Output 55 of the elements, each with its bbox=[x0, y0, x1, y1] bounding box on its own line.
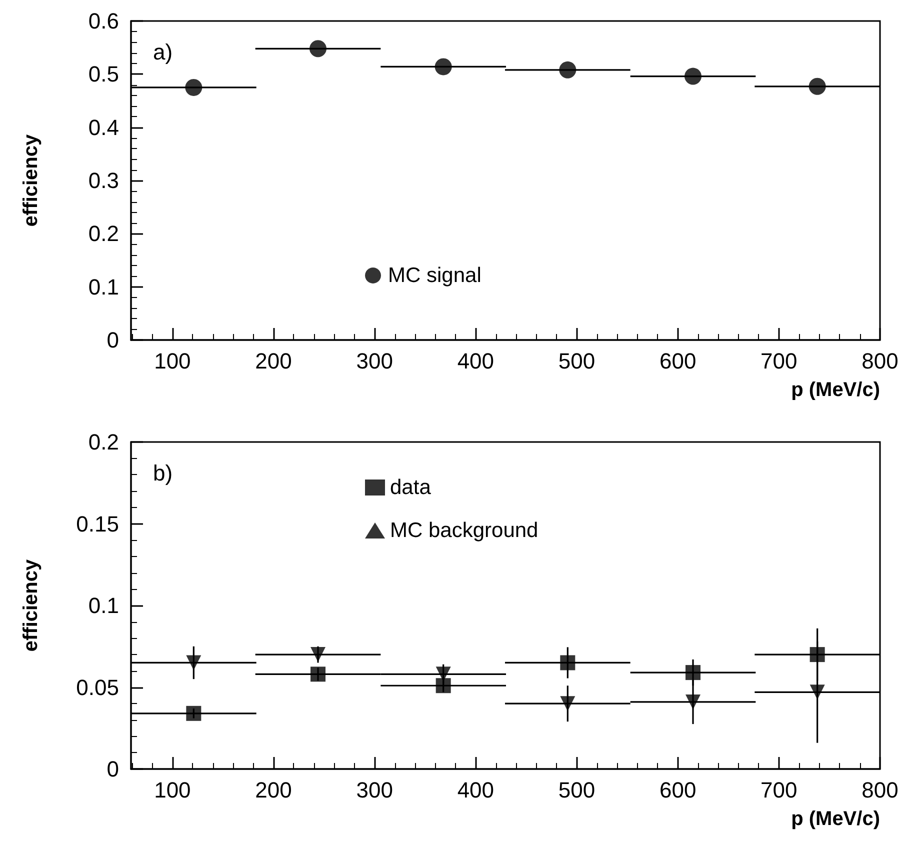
point bbox=[559, 61, 576, 78]
y-tick-label: 0.5 bbox=[88, 62, 119, 87]
x-tick-label: 500 bbox=[558, 778, 596, 802]
x-axis-title: p (MeV/c) bbox=[791, 808, 880, 830]
legend-label: MC background bbox=[390, 519, 538, 542]
y-tick-label: 0.4 bbox=[88, 114, 119, 140]
x-tick-label: 500 bbox=[558, 348, 596, 374]
point bbox=[186, 655, 202, 670]
legend-label: MC signal bbox=[388, 264, 482, 287]
x-tick-label: 200 bbox=[255, 778, 292, 802]
point bbox=[808, 78, 826, 95]
y-tick-label: 0.2 bbox=[88, 221, 119, 246]
y-axis-title: efficiency bbox=[20, 558, 42, 652]
point bbox=[686, 665, 701, 680]
x-tick-label: 300 bbox=[356, 778, 393, 802]
point bbox=[310, 666, 326, 682]
point bbox=[560, 655, 576, 670]
x-tick-label: 700 bbox=[760, 778, 798, 802]
point bbox=[810, 647, 825, 662]
point bbox=[560, 696, 576, 712]
y-tick-label: 0 bbox=[106, 756, 119, 782]
y-tick-label: 0.1 bbox=[88, 593, 119, 618]
x-tick-label: 600 bbox=[659, 778, 696, 802]
point bbox=[185, 78, 202, 96]
x-tick-label: 600 bbox=[659, 348, 696, 374]
point bbox=[684, 68, 702, 85]
x-axis-title: p (MeV/c) bbox=[791, 379, 880, 401]
x-tick-label: 100 bbox=[154, 348, 191, 374]
point bbox=[434, 58, 452, 76]
legend-label: data bbox=[390, 476, 432, 499]
x-tick-label: 800 bbox=[862, 348, 898, 374]
point bbox=[686, 694, 701, 710]
y-tick-label: 0.05 bbox=[76, 674, 119, 700]
y-axis-title: efficiency bbox=[20, 133, 42, 227]
point bbox=[186, 706, 202, 721]
y-tick-label: 0.2 bbox=[88, 430, 119, 454]
x-tick-label: 300 bbox=[356, 348, 393, 374]
y-tick-label: 0.1 bbox=[88, 274, 119, 300]
annotation: a) bbox=[153, 40, 173, 64]
y-tick-label: 0.3 bbox=[88, 168, 119, 193]
y-tick-label: 0.15 bbox=[76, 511, 119, 536]
x-tick-label: 400 bbox=[457, 778, 494, 802]
y-tick-label: 0 bbox=[106, 328, 119, 352]
annotation: b) bbox=[153, 460, 173, 486]
point bbox=[310, 40, 326, 58]
x-tick-label: 800 bbox=[862, 778, 898, 802]
y-tick-label: 0.6 bbox=[88, 8, 119, 34]
point bbox=[310, 647, 326, 662]
x-tick-label: 400 bbox=[457, 348, 494, 374]
point bbox=[436, 678, 451, 694]
x-tick-label: 700 bbox=[760, 348, 798, 374]
point bbox=[810, 684, 825, 700]
x-tick-label: 200 bbox=[255, 348, 292, 374]
x-tick-label: 100 bbox=[154, 778, 191, 802]
point bbox=[436, 666, 451, 682]
